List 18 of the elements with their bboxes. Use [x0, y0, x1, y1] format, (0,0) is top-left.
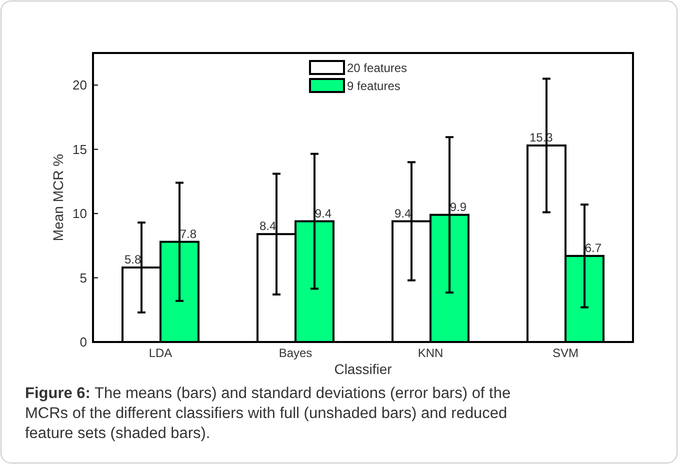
- y-axis-title: Mean MCR %: [50, 154, 66, 242]
- data-label: 9.9: [450, 200, 467, 214]
- y-tick-label: 15: [72, 142, 87, 157]
- caption: Figure 6: The means (bars) and standard deviations (error bars) of the MCRs of the different classifiers with full (unshaded bars) and reduced feature sets (shaded bars).: [25, 385, 511, 442]
- data-label: 6.7: [584, 240, 602, 255]
- legend-label: 20 features: [347, 61, 408, 75]
- x-tick-label: KNN: [418, 346, 444, 360]
- x-tick-label: SVM: [552, 346, 579, 360]
- data-label: 9.4: [314, 206, 332, 220]
- y-tick-label: 20: [72, 78, 87, 93]
- legend-label: 9 features: [347, 79, 400, 93]
- y-tick-label: 0: [80, 334, 87, 350]
- y-tick-label: 10: [72, 206, 87, 222]
- x-tick-label: LDA: [148, 346, 172, 360]
- x-tick-label: Bayes: [278, 346, 312, 360]
- data-label: 7.8: [180, 226, 197, 241]
- y-tick-label: 5: [80, 270, 87, 286]
- x-axis-title: Classifier: [334, 361, 392, 377]
